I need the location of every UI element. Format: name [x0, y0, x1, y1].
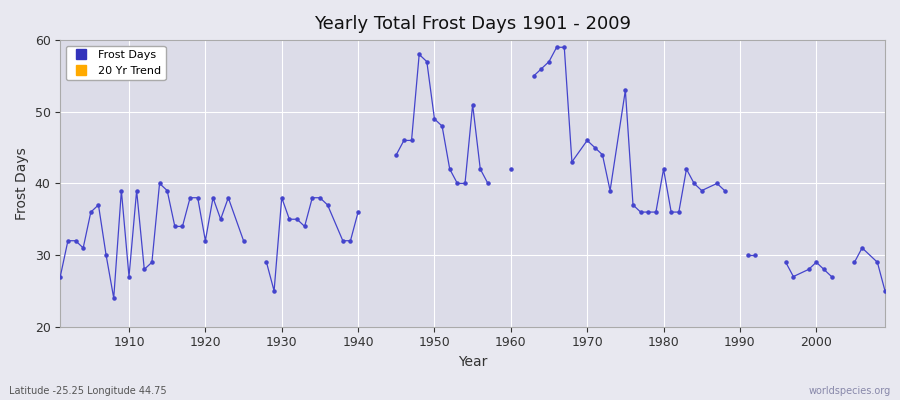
Point — [878, 288, 892, 294]
Point — [481, 180, 495, 187]
Point — [450, 180, 464, 187]
Point — [167, 223, 182, 230]
Point — [671, 209, 686, 215]
Point — [114, 187, 129, 194]
Point — [91, 202, 105, 208]
Point — [695, 187, 709, 194]
Point — [680, 166, 694, 172]
Point — [710, 180, 724, 187]
Point — [809, 259, 824, 266]
Point — [351, 209, 365, 215]
Y-axis label: Frost Days: Frost Days — [15, 147, 29, 220]
Point — [176, 223, 190, 230]
Point — [84, 209, 98, 215]
Point — [618, 87, 633, 94]
Point — [634, 209, 648, 215]
Point — [53, 273, 68, 280]
Point — [106, 295, 121, 301]
Point — [741, 252, 755, 258]
Point — [183, 194, 197, 201]
Point — [458, 180, 473, 187]
Title: Yearly Total Frost Days 1901 - 2009: Yearly Total Frost Days 1901 - 2009 — [314, 15, 631, 33]
Point — [664, 209, 679, 215]
Point — [206, 194, 220, 201]
Text: worldspecies.org: worldspecies.org — [809, 386, 891, 396]
Legend: Frost Days, 20 Yr Trend: Frost Days, 20 Yr Trend — [66, 46, 166, 80]
Text: Latitude -25.25 Longitude 44.75: Latitude -25.25 Longitude 44.75 — [9, 386, 166, 396]
Point — [549, 44, 563, 50]
Point — [428, 116, 442, 122]
Point — [290, 216, 304, 222]
Point — [649, 209, 663, 215]
Point — [60, 238, 75, 244]
Point — [297, 223, 311, 230]
Point — [274, 194, 289, 201]
Point — [160, 187, 175, 194]
Point — [99, 252, 113, 258]
Point — [542, 58, 556, 65]
Point — [557, 44, 572, 50]
Point — [778, 259, 793, 266]
Point — [504, 166, 518, 172]
Point — [847, 259, 861, 266]
Point — [191, 194, 205, 201]
Point — [283, 216, 297, 222]
Point — [717, 187, 732, 194]
Point — [389, 152, 403, 158]
Point — [213, 216, 228, 222]
Point — [870, 259, 885, 266]
Point — [76, 245, 90, 251]
Point — [221, 194, 236, 201]
Point — [412, 51, 427, 58]
Point — [687, 180, 701, 187]
Point — [419, 58, 434, 65]
Point — [320, 202, 335, 208]
Point — [237, 238, 251, 244]
Point — [305, 194, 320, 201]
Point — [787, 273, 801, 280]
Point — [473, 166, 488, 172]
Point — [145, 259, 159, 266]
Point — [580, 137, 594, 144]
Point — [564, 159, 579, 165]
Point — [443, 166, 457, 172]
Point — [137, 266, 151, 273]
Point — [595, 152, 609, 158]
Point — [267, 288, 282, 294]
Point — [312, 194, 327, 201]
Point — [336, 238, 350, 244]
Point — [526, 73, 541, 79]
Point — [603, 187, 617, 194]
Point — [535, 66, 549, 72]
X-axis label: Year: Year — [458, 355, 487, 369]
Point — [588, 144, 602, 151]
Point — [824, 273, 839, 280]
Point — [435, 123, 449, 129]
Point — [404, 137, 419, 144]
Point — [198, 238, 212, 244]
Point — [130, 187, 144, 194]
Point — [656, 166, 670, 172]
Point — [259, 259, 274, 266]
Point — [855, 245, 869, 251]
Point — [343, 238, 357, 244]
Point — [397, 137, 411, 144]
Point — [801, 266, 815, 273]
Point — [122, 273, 136, 280]
Point — [816, 266, 831, 273]
Point — [748, 252, 762, 258]
Point — [465, 101, 480, 108]
Point — [641, 209, 655, 215]
Point — [152, 180, 166, 187]
Point — [626, 202, 640, 208]
Point — [68, 238, 83, 244]
